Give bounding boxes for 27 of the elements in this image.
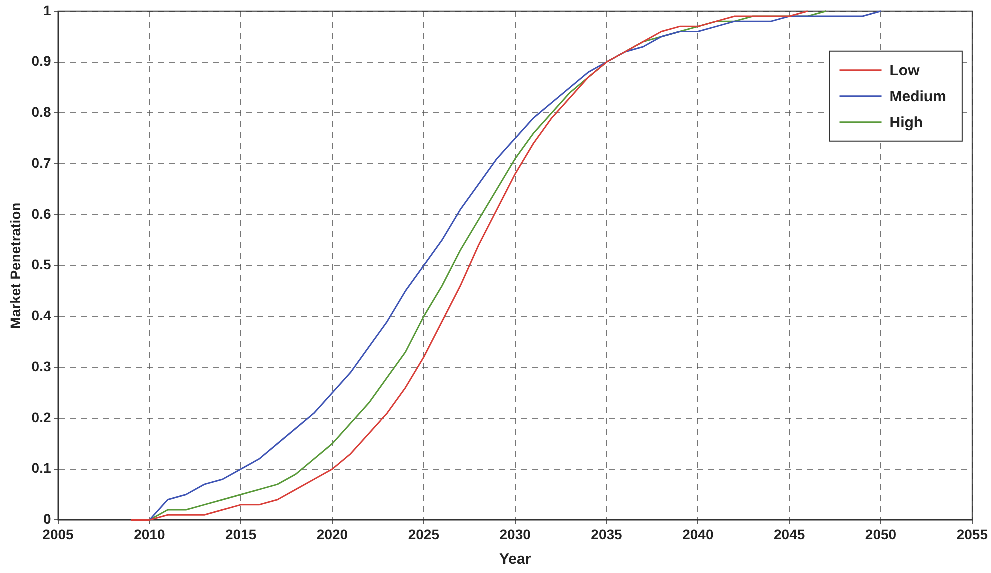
x-tick-label: 2045 (774, 526, 806, 542)
x-tick-label: 2050 (865, 526, 897, 542)
x-tick-label: 2030 (500, 526, 532, 542)
x-tick-label: 2015 (226, 526, 257, 542)
legend-label: Medium (890, 88, 946, 106)
x-tick-label: 2005 (42, 526, 74, 542)
x-tick-label: 2055 (956, 526, 988, 542)
y-tick-label: 0.7 (32, 154, 52, 171)
x-tick-label: 2035 (591, 526, 623, 542)
y-tick-label: 0.2 (32, 409, 52, 426)
y-axis-title: Market Penetration (7, 202, 24, 329)
x-axis-title: Year (499, 551, 532, 568)
y-tick-label: 0.4 (32, 308, 52, 324)
y-tick-label: 0 (43, 511, 52, 528)
x-tick-label: 2025 (408, 526, 440, 542)
legend-label: High (890, 114, 924, 132)
y-tick-label: 0.9 (32, 53, 52, 70)
x-tick-label: 2040 (682, 526, 714, 542)
y-tick-label: 1 (43, 2, 52, 18)
y-tick-label: 0.3 (32, 358, 52, 374)
y-tick-label: 0.1 (32, 460, 52, 476)
y-tick-label: 0.8 (32, 104, 52, 120)
legend-label: Low (890, 62, 920, 80)
y-tick-label: 0.6 (32, 206, 52, 222)
y-tick-label: 0.5 (32, 256, 52, 273)
x-tick-label: 2020 (316, 526, 348, 542)
x-tick-label: 2010 (134, 526, 166, 542)
